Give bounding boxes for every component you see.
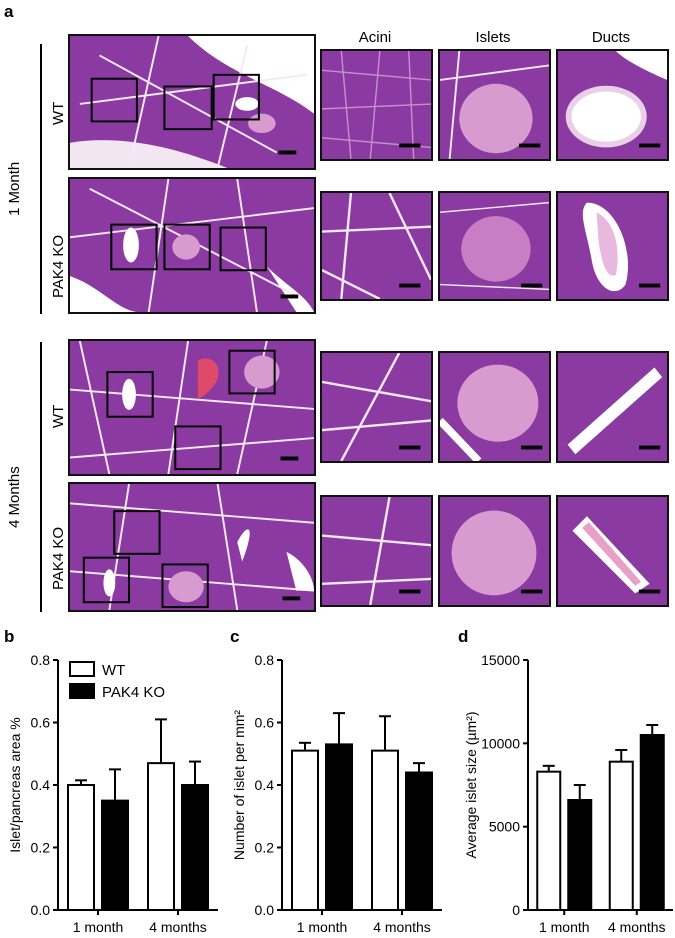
y-tick-label-b: 0.8	[31, 652, 51, 668]
bar-c-wt-1	[371, 749, 399, 911]
zoom-acini-ko-4m	[320, 495, 433, 607]
legend-label-ko: PAK4 KO	[102, 684, 165, 701]
y-tick-label-d: 5000	[489, 819, 520, 835]
bar-charts: b 0.0 0.2 0.4 0.6 0.8 Islet/pancreas area % 1 m…	[4, 627, 673, 935]
x-tick-label-b: 4 months	[149, 919, 207, 935]
zoom-islets-ko-1m	[438, 191, 551, 301]
bar-b-ko-0	[101, 799, 129, 911]
group-bracket-1-month	[40, 44, 42, 314]
x-tick-label-c: 4 months	[373, 919, 431, 935]
bar-b-wt-0	[67, 784, 95, 911]
x-tick-label-d: 1 month	[539, 919, 590, 935]
y-tick-label-b: 0.6	[31, 715, 51, 731]
panel-a-letter: a	[4, 2, 14, 21]
row-label-ko-1m: PAK4 KO	[50, 234, 67, 298]
zoom-acini-ko-1m	[320, 191, 433, 301]
row-label-wt-1m: WT	[50, 101, 67, 125]
y-axis-label-c: Number of islet per mm²	[231, 710, 247, 860]
column-header-acini: Acini	[358, 29, 392, 46]
y-tick-label-c: 0.0	[255, 902, 275, 918]
group-label-1-month: 1 Month	[6, 161, 23, 216]
group-bracket-4-months	[40, 342, 42, 612]
row-label-ko-4m: PAK4 KO	[50, 526, 67, 590]
zoom-islets-wt-1m	[438, 49, 551, 161]
legend-label-wt: WT	[102, 662, 125, 679]
zoom-acini-wt-4m	[320, 351, 433, 463]
zoom-ducts-ko-1m	[556, 191, 669, 301]
overview-image-ko-1m	[68, 177, 316, 314]
y-tick-label-b: 0.4	[31, 777, 51, 793]
legend-swatch-ko	[69, 683, 95, 699]
y-tick-label-d: 15000	[481, 652, 520, 668]
y-tick-label-c: 0.2	[255, 840, 275, 856]
zoom-islets-ko-4m	[438, 495, 551, 607]
bar-c-ko-0	[325, 743, 353, 911]
zoom-ducts-ko-4m	[556, 495, 669, 607]
bar-d-ko-1	[639, 734, 665, 911]
column-header-ducts: Ducts	[591, 29, 631, 46]
zoom-islets-wt-4m	[438, 351, 551, 463]
legend-swatch-wt	[69, 661, 95, 677]
zoom-ducts-wt-1m	[556, 49, 669, 161]
y-axis-label-d: Average islet size (µm²)	[463, 711, 479, 858]
overview-image-wt-1m	[68, 34, 316, 170]
column-header-islets: Islets	[475, 29, 511, 46]
zoom-acini-wt-1m	[320, 49, 433, 161]
bar-d-wt-1	[608, 760, 634, 911]
panel-c-letter: c	[230, 627, 239, 646]
bar-c-ko-1	[405, 771, 433, 911]
overview-image-wt-4m	[68, 339, 316, 476]
panel-b-letter: b	[4, 627, 14, 646]
group-label-4-months: 4 Months	[6, 466, 23, 528]
y-axis-label-b: Islet/pancreas area %	[7, 717, 23, 852]
y-tick-label-d: 0	[512, 902, 520, 918]
bar-b-wt-1	[147, 762, 175, 911]
y-tick-label-c: 0.6	[255, 715, 275, 731]
y-tick-label-c: 0.8	[255, 652, 275, 668]
y-tick-label-b: 0.2	[31, 840, 51, 856]
bar-d-ko-0	[567, 799, 593, 911]
y-tick-label-b: 0.0	[31, 902, 51, 918]
y-tick-label-d: 10000	[481, 735, 520, 751]
bar-d-wt-0	[536, 770, 562, 911]
bar-b-ko-1	[181, 784, 209, 911]
bar-c-wt-0	[291, 749, 319, 911]
y-tick-label-c: 0.4	[255, 777, 275, 793]
x-tick-label-b: 1 month	[73, 919, 124, 935]
x-tick-label-d: 4 months	[608, 919, 666, 935]
x-tick-label-c: 1 month	[297, 919, 348, 935]
panel-d-letter: d	[458, 627, 468, 646]
row-label-wt-4m: WT	[50, 404, 67, 428]
overview-image-ko-4m	[68, 482, 316, 612]
zoom-ducts-wt-4m	[556, 351, 669, 463]
